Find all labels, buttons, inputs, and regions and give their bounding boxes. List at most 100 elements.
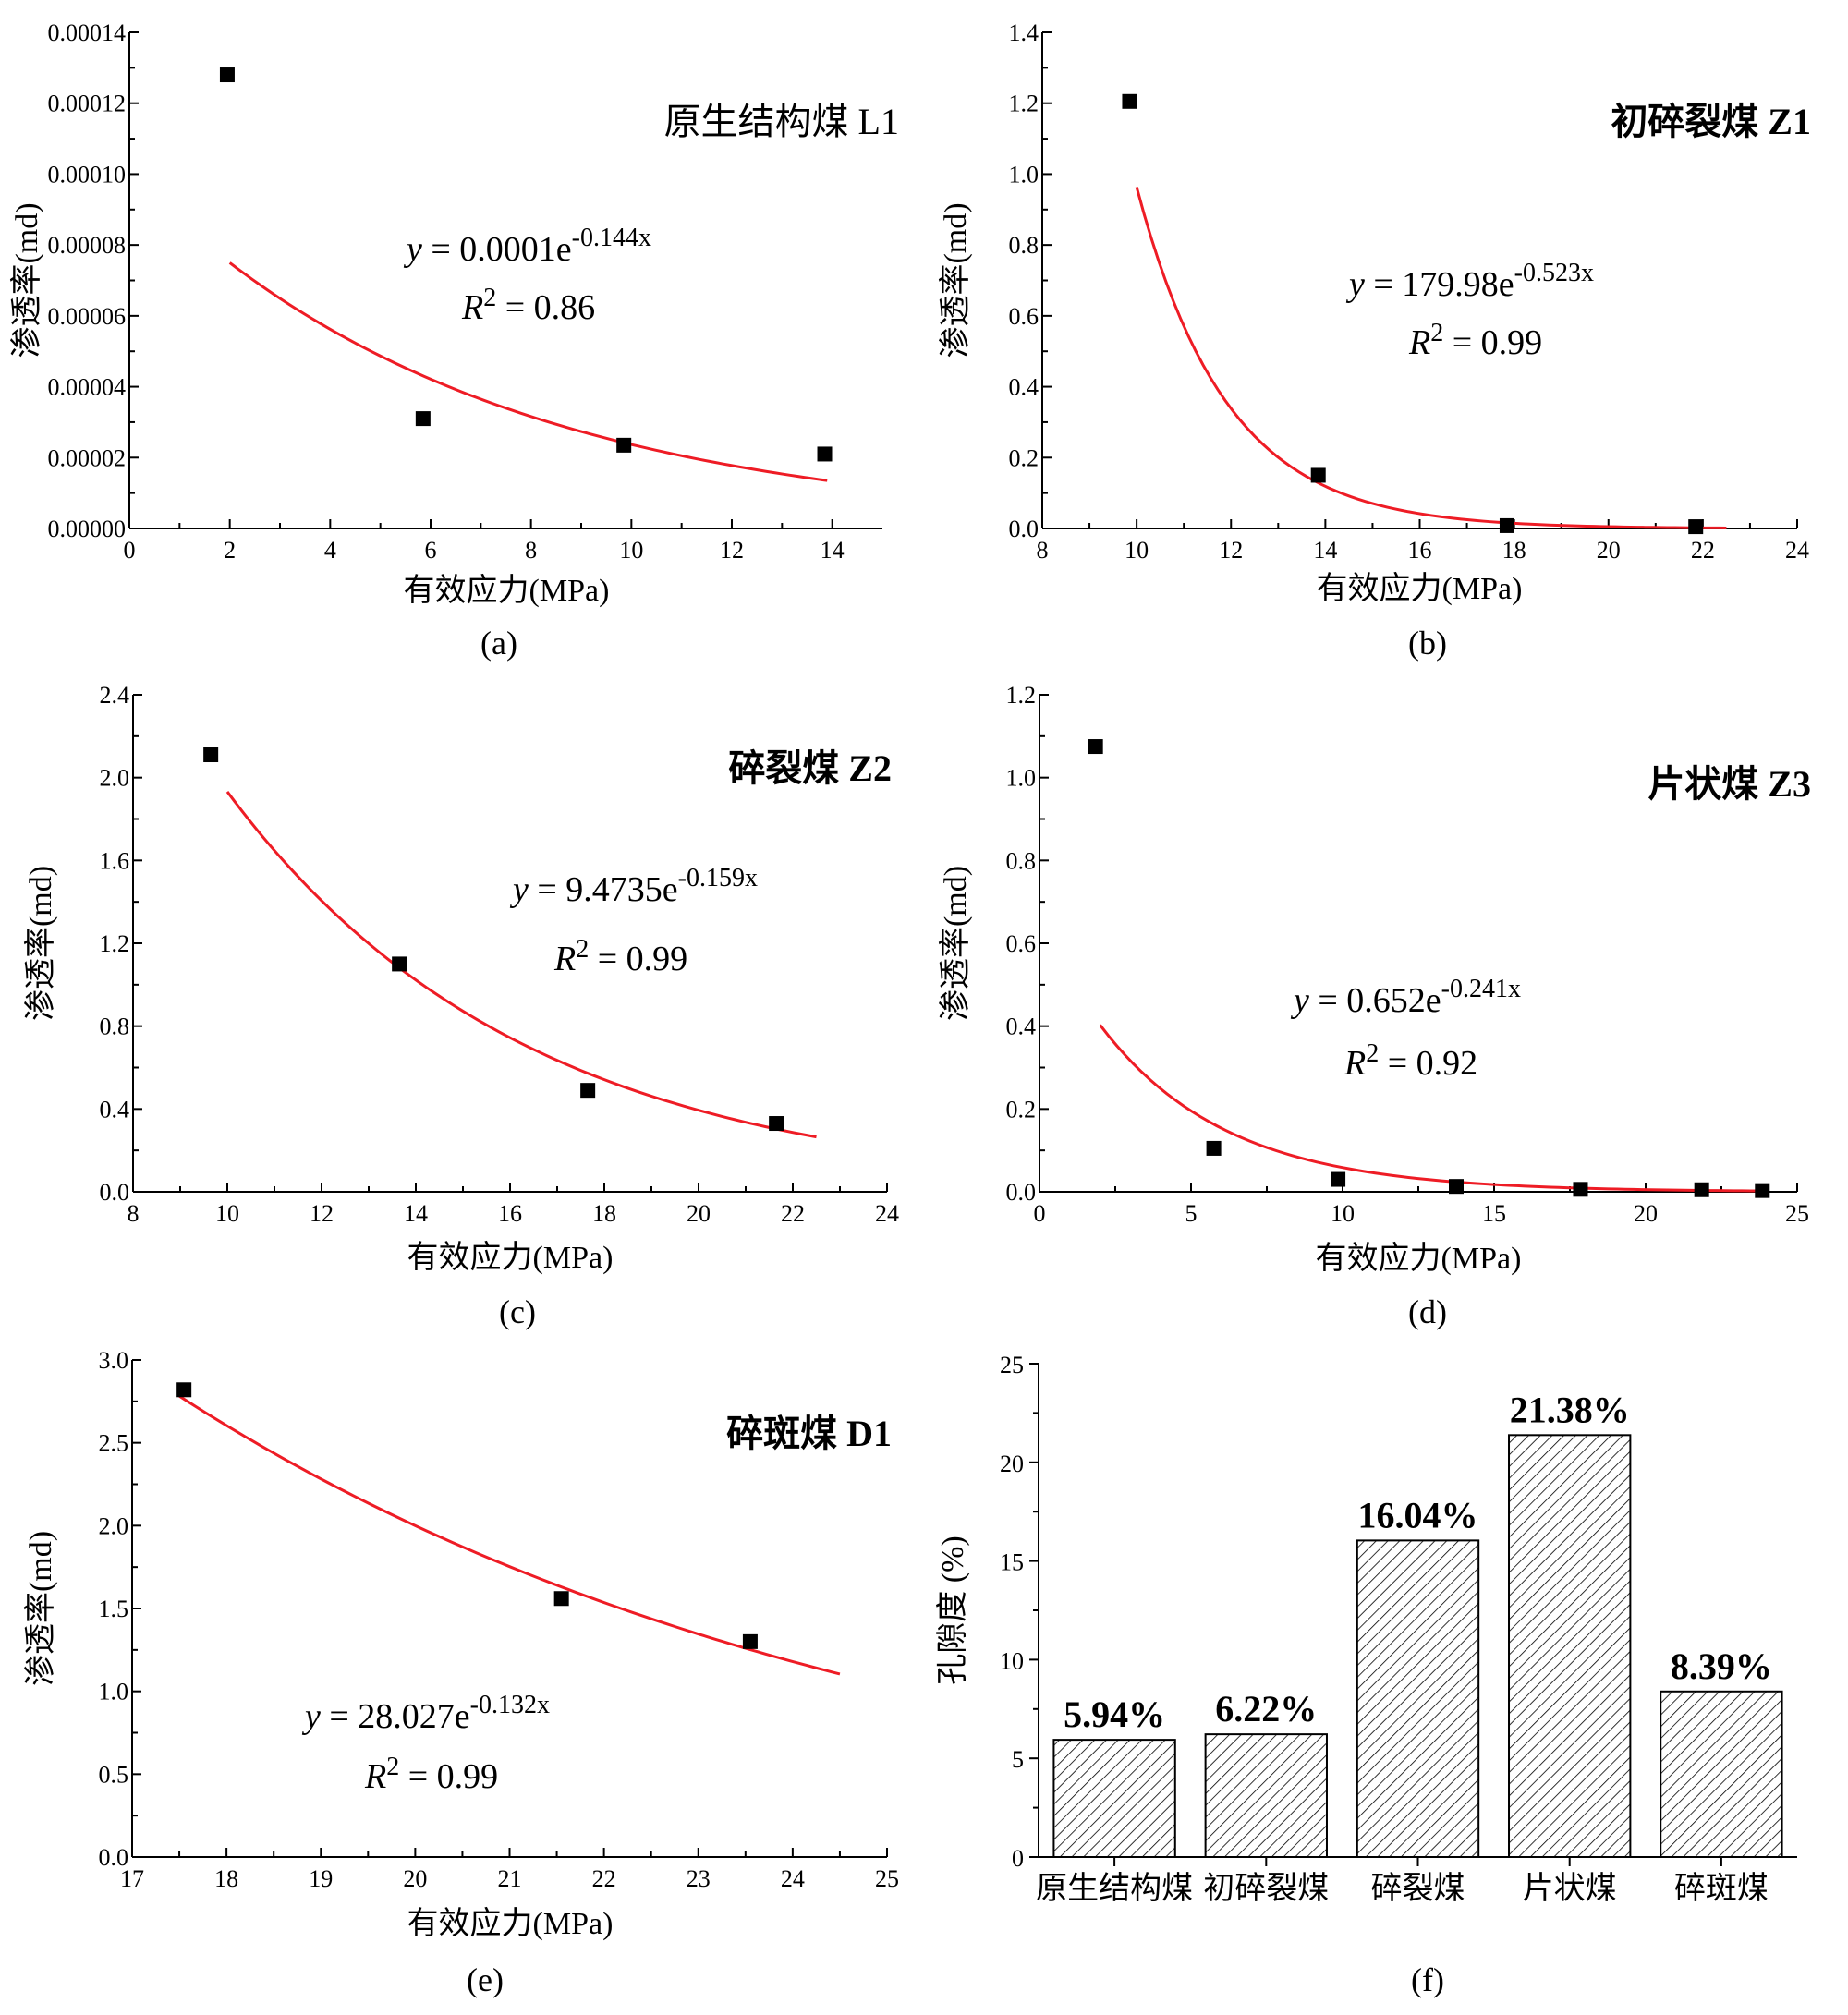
y-axis-title: 渗透率(md) xyxy=(938,202,973,358)
x-tick-label: 18 xyxy=(592,1200,616,1227)
y-tick-label: 1.4 xyxy=(1009,19,1040,46)
data-point xyxy=(580,1083,596,1099)
equation-exponent: -0.241x xyxy=(1441,975,1521,1003)
bar xyxy=(1204,1733,1328,1858)
x-tick-label: 16 xyxy=(1408,537,1432,564)
equation-lhs: y xyxy=(1290,981,1309,1020)
equation-rhs: = 0.0001e xyxy=(422,230,572,269)
panel-label: (c) xyxy=(499,1293,536,1330)
equation-lhs: y xyxy=(1345,265,1365,304)
x-tick-label: 14 xyxy=(1313,537,1337,564)
x-tick-label: 24 xyxy=(781,1865,805,1892)
y-tick-label: 2.0 xyxy=(99,1512,129,1539)
equation-exponent: -0.132x xyxy=(470,1691,550,1719)
y-tick-label: 0.00004 xyxy=(48,374,127,401)
bar-value-label: 16.04% xyxy=(1358,1494,1478,1536)
chart-title: 碎斑煤 D1 xyxy=(726,1413,892,1454)
chart-title: 初碎裂煤 Z1 xyxy=(1611,101,1811,142)
y-axis-title: 孔隙度 (%) xyxy=(935,1536,970,1684)
data-point xyxy=(203,747,219,763)
fit-equation: y = 9.4735e-0.159x xyxy=(509,864,758,909)
x-tick-label: 12 xyxy=(1219,537,1243,564)
x-tick-label: 20 xyxy=(687,1200,711,1227)
chart-panel-a: 0.00000 0.00002 0.00004 0.00006 0.00008 0.000… xyxy=(9,19,899,662)
y-tick-label: 0.00010 xyxy=(48,161,127,188)
x-category-label: 片状煤 xyxy=(1523,1871,1617,1906)
bar xyxy=(1660,1690,1783,1858)
panel-label: (a) xyxy=(480,625,517,662)
x-tick-label: 4 xyxy=(324,537,336,564)
x-category-label: 原生结构煤 xyxy=(1036,1871,1193,1906)
bar xyxy=(1356,1539,1480,1859)
panel-label: (b) xyxy=(1408,625,1447,662)
data-point xyxy=(1755,1183,1770,1198)
x-tick-label: 10 xyxy=(1125,537,1149,564)
y-tick-label: 0.2 xyxy=(1009,444,1040,471)
equation-exponent: -0.159x xyxy=(678,864,758,892)
fit-r-squared: R2 = 0.99 xyxy=(1408,319,1542,362)
fit-r-squared: R2 = 0.86 xyxy=(461,284,595,327)
x-tick-label: 21 xyxy=(498,1865,522,1892)
r2-value: = 0.99 xyxy=(589,940,687,978)
x-tick-label: 10 xyxy=(619,537,643,564)
fit-r-squared: R2 = 0.99 xyxy=(364,1753,498,1796)
fit-equation: y = 28.027e-0.132x xyxy=(301,1691,550,1736)
x-tick-label: 23 xyxy=(687,1865,711,1892)
y-axis-title: 渗透率(md) xyxy=(23,1531,58,1686)
y-tick-label: 0.6 xyxy=(1009,303,1040,330)
y-tick-label: 0.0 xyxy=(100,1179,130,1206)
x-tick-label: 5 xyxy=(1185,1200,1198,1227)
panel-label: (d) xyxy=(1408,1293,1447,1330)
fit-r-squared: R2 = 0.99 xyxy=(553,935,687,978)
y-tick-label: 3.0 xyxy=(99,1347,129,1374)
data-point xyxy=(1088,739,1103,755)
y-tick-label: 5 xyxy=(1012,1746,1024,1773)
y-tick-label: 2.4 xyxy=(100,682,130,709)
bar-value-label: 6.22% xyxy=(1215,1688,1317,1730)
chart-title: 碎裂煤 Z2 xyxy=(728,747,892,789)
y-tick-label: 0.6 xyxy=(1006,930,1037,957)
panel-label: (e) xyxy=(467,1961,504,1998)
x-tick-label: 18 xyxy=(1502,537,1526,564)
r2-superscript: 2 xyxy=(386,1753,399,1781)
equation-rhs: = 179.98e xyxy=(1365,265,1514,304)
panel-label: (f) xyxy=(1411,1961,1444,1998)
data-point xyxy=(616,437,632,453)
x-tick-label: 25 xyxy=(1785,1200,1809,1227)
x-tick-label: 24 xyxy=(1785,537,1809,564)
y-tick-label: 0.4 xyxy=(1006,1014,1037,1040)
y-axis-title: 渗透率(md) xyxy=(9,202,44,358)
x-category-label: 碎斑煤 xyxy=(1674,1871,1769,1906)
y-tick-label: 2.0 xyxy=(100,765,130,792)
r2-value: = 0.86 xyxy=(496,288,595,327)
y-tick-label: 15 xyxy=(1000,1549,1024,1576)
y-tick-label: 0.0 xyxy=(99,1844,129,1871)
x-tick-label: 16 xyxy=(498,1200,522,1227)
x-tick-label: 22 xyxy=(781,1200,805,1227)
r2-label: R xyxy=(461,288,483,327)
y-tick-label: 0.4 xyxy=(100,1096,130,1123)
bar-value-label: 21.38% xyxy=(1510,1389,1630,1430)
y-tick-label: 0.00002 xyxy=(48,444,127,471)
x-tick-label: 6 xyxy=(425,537,437,564)
x-tick-label: 12 xyxy=(310,1200,334,1227)
y-axis-title: 渗透率(md) xyxy=(23,866,58,1021)
chart-panel-f: 0 5 10 15 20 25 5.94% 原生结构煤 6.22% 初碎裂煤 16.04% 碎裂煤 21… xyxy=(935,1352,1797,1998)
y-tick-label: 0.8 xyxy=(1009,232,1040,259)
x-tick-label: 8 xyxy=(525,537,537,564)
y-tick-label: 1.0 xyxy=(1006,765,1037,792)
x-tick-label: 17 xyxy=(120,1865,144,1892)
data-point xyxy=(176,1382,192,1398)
x-tick-label: 2 xyxy=(224,537,236,564)
x-axis-title: 有效应力(MPa) xyxy=(1316,1241,1522,1276)
bar xyxy=(1052,1739,1176,1858)
fit-curve xyxy=(178,1394,841,1676)
x-axis-title: 有效应力(MPa) xyxy=(407,1240,614,1275)
x-tick-label: 10 xyxy=(1331,1200,1355,1227)
x-tick-label: 8 xyxy=(1037,537,1049,564)
fit-equation: y = 179.98e-0.523x xyxy=(1345,259,1594,304)
y-tick-label: 0.0 xyxy=(1006,1179,1037,1206)
data-point xyxy=(1310,467,1326,483)
data-point xyxy=(1122,93,1137,109)
fit-r-squared: R2 = 0.92 xyxy=(1343,1039,1477,1083)
